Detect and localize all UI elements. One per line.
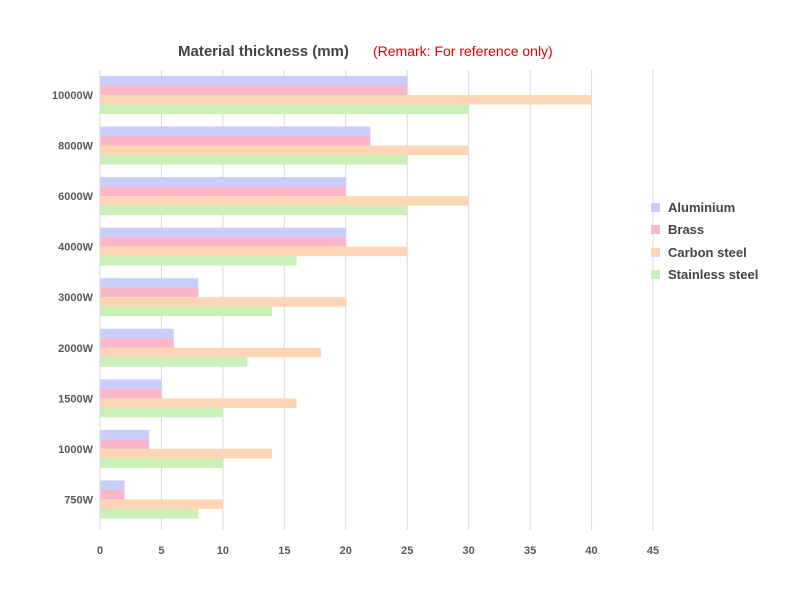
bar-carbon-steel-4000w — [100, 246, 408, 257]
bar-stainless-steel-2000w — [100, 357, 248, 367]
bar-brass-750w — [100, 489, 125, 500]
chart-title: Material thickness (mm) — [178, 43, 349, 60]
bar-aluminium-750w — [100, 480, 125, 490]
x-tick-label-15: 15 — [278, 545, 290, 557]
bar-aluminium-10000w — [100, 76, 408, 86]
bar-stainless-steel-8000w — [100, 155, 408, 165]
bar-stainless-steel-1000w — [100, 458, 223, 468]
bar-carbon-steel-1500w — [100, 398, 297, 408]
bar-carbon-steel-2000w — [100, 347, 322, 358]
x-tick-label-45: 45 — [647, 545, 659, 557]
x-tick-label-40: 40 — [585, 545, 597, 557]
legend-item-brass: Brass — [651, 219, 758, 242]
bar-brass-3000w — [100, 287, 199, 298]
legend-swatch-carbon-steel — [651, 247, 660, 257]
x-tick-label-0: 0 — [97, 545, 103, 557]
legend-label-aluminium: Aluminium — [668, 199, 736, 215]
legend-item-stainless-steel: Stainless steel — [651, 264, 758, 287]
bar-stainless-steel-750w — [100, 508, 199, 519]
y-tick-label-4000w: 4000W — [58, 242, 93, 254]
bar-stainless-steel-1500w — [100, 407, 223, 418]
bar-aluminium-8000w — [100, 126, 371, 137]
bar-carbon-steel-6000w — [100, 196, 469, 206]
bar-aluminium-2000w — [100, 328, 174, 339]
x-tick-label-30: 30 — [463, 545, 475, 557]
legend-item-aluminium: Aluminium — [651, 196, 758, 219]
y-tick-label-10000w: 10000W — [52, 90, 94, 102]
legend-item-carbon-steel: Carbon steel — [651, 241, 758, 264]
bar-stainless-steel-10000w — [100, 104, 469, 114]
y-tick-label-1500w: 1500W — [58, 393, 93, 405]
bar-brass-2000w — [100, 338, 174, 348]
x-tick-label-25: 25 — [401, 545, 413, 557]
chart-remark: (Remark: For reference only) — [373, 43, 553, 59]
bar-brass-6000w — [100, 186, 346, 197]
bar-carbon-steel-3000w — [100, 297, 346, 307]
legend-label-stainless-steel: Stainless steel — [668, 267, 759, 283]
x-tick-label-35: 35 — [524, 545, 536, 557]
y-tick-label-8000w: 8000W — [58, 141, 93, 153]
legend-swatch-stainless-steel — [651, 270, 660, 280]
x-tick-label-20: 20 — [340, 545, 352, 557]
bar-carbon-steel-1000w — [100, 448, 273, 459]
bar-carbon-steel-10000w — [100, 95, 592, 105]
y-tick-label-1000w: 1000W — [58, 444, 93, 456]
legend-label-brass: Brass — [668, 222, 705, 238]
bar-brass-10000w — [100, 85, 408, 95]
y-tick-label-6000w: 6000W — [58, 191, 93, 203]
bar-brass-1000w — [100, 439, 150, 449]
bar-stainless-steel-6000w — [100, 205, 408, 216]
bar-aluminium-4000w — [100, 227, 346, 238]
y-tick-label-2000w: 2000W — [58, 343, 93, 355]
bar-aluminium-6000w — [100, 177, 346, 187]
y-tick-label-3000w: 3000W — [58, 292, 93, 304]
bar-brass-4000w — [100, 237, 346, 247]
legend-swatch-brass — [651, 225, 660, 235]
bar-carbon-steel-8000w — [100, 145, 469, 156]
legend-label-carbon-steel: Carbon steel — [668, 244, 747, 260]
bar-brass-8000w — [100, 136, 371, 146]
x-tick-label-10: 10 — [217, 545, 229, 557]
bar-aluminium-3000w — [100, 278, 199, 288]
legend: Aluminium Brass Carbon steel Stainless s… — [651, 196, 758, 286]
bar-stainless-steel-4000w — [100, 256, 297, 266]
bar-aluminium-1500w — [100, 379, 162, 389]
x-tick-label-5: 5 — [158, 545, 164, 557]
bar-stainless-steel-3000w — [100, 306, 273, 317]
bar-carbon-steel-750w — [100, 499, 223, 509]
legend-swatch-aluminium — [651, 202, 660, 212]
bar-aluminium-1000w — [100, 429, 150, 440]
y-tick-label-750w: 750W — [64, 494, 93, 506]
bar-brass-1500w — [100, 388, 162, 399]
